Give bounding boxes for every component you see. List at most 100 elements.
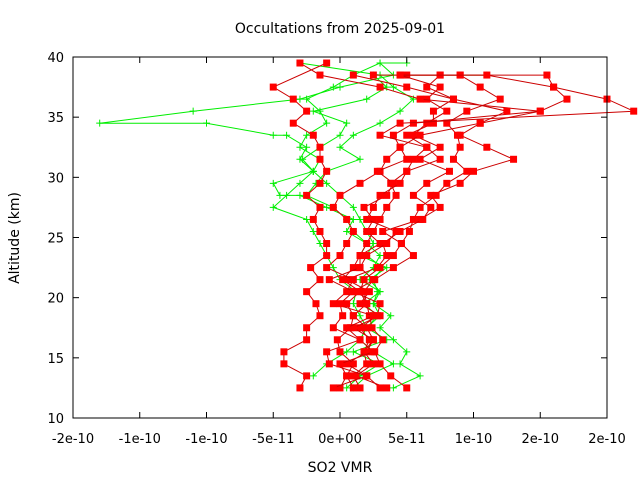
data-point-square <box>396 71 404 79</box>
y-tick-label: 10 <box>47 412 64 427</box>
data-point-plus <box>336 143 344 151</box>
data-point-square <box>343 372 351 380</box>
data-point-square <box>510 155 518 163</box>
data-point-square <box>363 300 371 308</box>
data-point-square <box>429 119 437 127</box>
data-point-plus <box>383 264 391 272</box>
data-point-square <box>369 71 377 79</box>
data-point-square <box>309 131 317 139</box>
data-point-square <box>363 240 371 248</box>
y-tick-label: 25 <box>47 232 64 247</box>
data-point-square <box>280 348 288 356</box>
data-point-plus <box>323 203 331 211</box>
data-point-square <box>409 191 417 199</box>
data-point-square <box>336 191 344 199</box>
data-point-square <box>363 372 371 380</box>
data-point-square <box>427 203 435 211</box>
data-point-plus <box>189 107 197 115</box>
data-point-square <box>396 119 404 127</box>
data-point-plus <box>303 143 311 151</box>
x-tick-label: 2e-10 <box>521 432 559 447</box>
data-point-square <box>343 360 351 368</box>
data-point-square <box>436 155 444 163</box>
data-point-square <box>409 131 417 139</box>
data-point-square <box>376 360 384 368</box>
x-tick-label: 2e-10 <box>588 432 626 447</box>
data-point-plus <box>356 155 364 163</box>
data-point-plus <box>376 252 384 260</box>
data-point-square <box>427 191 435 199</box>
data-point-square <box>453 131 461 139</box>
data-point-square <box>550 83 558 91</box>
data-point-square <box>360 288 368 296</box>
data-point-square <box>343 288 351 296</box>
data-point-plus <box>376 119 384 127</box>
data-point-plus <box>349 131 357 139</box>
data-point-square <box>365 288 373 296</box>
data-point-square <box>323 348 331 356</box>
data-point-plus <box>316 240 324 248</box>
data-point-square <box>419 215 427 223</box>
data-point-plus <box>389 360 397 368</box>
series-line <box>336 74 455 389</box>
data-point-square <box>463 107 471 115</box>
data-point-square <box>360 276 368 284</box>
data-point-plus <box>269 131 277 139</box>
data-point-square <box>356 288 364 296</box>
data-point-plus <box>343 227 351 235</box>
data-point-square <box>343 300 351 308</box>
data-point-plus <box>356 215 364 223</box>
data-point-square <box>396 227 404 235</box>
data-point-square <box>416 155 424 163</box>
data-point-square <box>323 240 331 248</box>
data-point-square <box>329 384 337 392</box>
data-point-square <box>316 143 324 151</box>
data-point-plus <box>283 131 291 139</box>
series-line <box>299 62 541 389</box>
data-point-square <box>383 252 391 260</box>
data-point-plus <box>309 372 317 380</box>
data-point-square <box>336 252 344 260</box>
data-point-square <box>416 95 424 103</box>
data-point-square <box>329 300 337 308</box>
data-point-square <box>363 348 371 356</box>
data-point-square <box>389 179 397 187</box>
x-tick-label: 5e-11 <box>388 432 426 447</box>
data-point-square <box>409 215 417 223</box>
data-point-square <box>409 155 417 163</box>
data-point-square <box>323 252 331 260</box>
data-point-square <box>443 119 451 127</box>
data-point-square <box>363 215 371 223</box>
data-point-square <box>376 312 384 320</box>
data-point-square <box>423 143 431 151</box>
data-point-square <box>336 300 344 308</box>
data-point-square <box>376 384 384 392</box>
data-point-square <box>379 336 387 344</box>
data-point-square <box>309 215 317 223</box>
data-point-square <box>333 336 341 344</box>
data-point-square <box>329 203 337 211</box>
data-point-square <box>356 384 364 392</box>
data-point-square <box>383 203 391 211</box>
plot-frame <box>72 56 608 419</box>
data-point-square <box>369 203 377 211</box>
data-point-square <box>349 227 357 235</box>
data-point-square <box>316 155 324 163</box>
data-point-square <box>396 179 404 187</box>
data-point-square <box>356 252 364 260</box>
data-point-square <box>280 360 288 368</box>
data-point-square <box>383 155 391 163</box>
data-point-plus <box>369 240 377 248</box>
data-point-square <box>403 155 411 163</box>
data-point-square <box>463 167 471 175</box>
x-tick-label: -1e-10 <box>185 432 227 447</box>
data-point-plus <box>376 288 384 296</box>
data-point-plus <box>329 83 337 91</box>
data-point-square <box>409 252 417 260</box>
data-point-plus <box>376 324 384 332</box>
data-point-plus <box>269 203 277 211</box>
data-point-square <box>349 372 357 380</box>
y-tick-label: 40 <box>47 51 64 66</box>
data-point-square <box>296 59 304 67</box>
y-tick-label: 30 <box>47 171 64 186</box>
